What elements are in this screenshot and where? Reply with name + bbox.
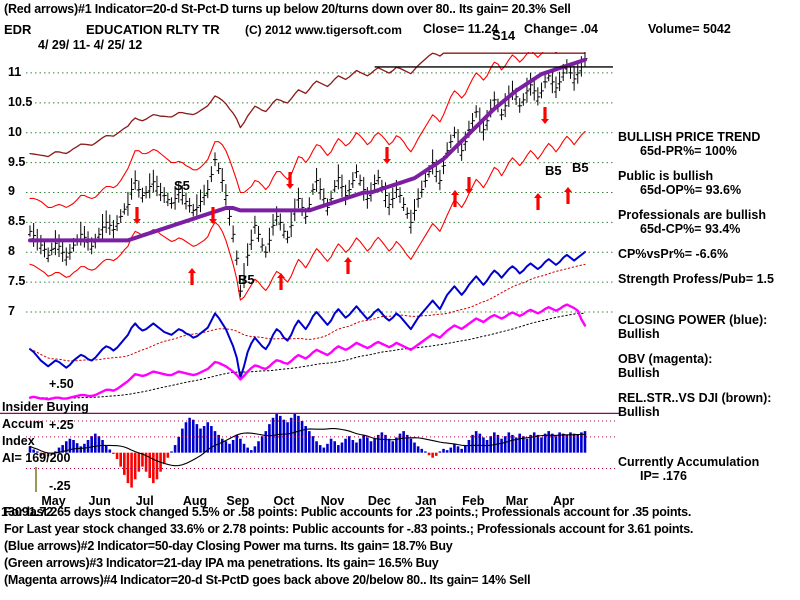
buy-arrow — [451, 190, 459, 207]
buy-arrow — [534, 193, 542, 210]
indicator-status-panel: CLOSING POWER (blue): Bullish OBV (magen… — [618, 313, 800, 419]
sell-arrow — [209, 207, 217, 224]
copyright-notice: (C) 2012 www.tigersoft.com — [245, 23, 402, 37]
cp-vs-pr-value: CP%vsPr%= -6.6% — [618, 247, 729, 261]
price-tick-label: 9.5 — [8, 154, 26, 169]
footer-line-lastyear: For Last year stock changed 33.6% or 2.7… — [4, 522, 694, 536]
price-trend-title: BULLISH PRICE TREND — [618, 130, 761, 144]
month-tick-label: Aug — [182, 494, 208, 508]
strength-ratio: Strength Profess/Pub= 1.5 — [618, 272, 774, 286]
month-tick-label: Nov — [320, 494, 345, 508]
month-tick-label: May — [41, 494, 66, 508]
sell-arrow — [541, 107, 549, 124]
month-tick-label: Sep — [226, 494, 250, 508]
price-change: Change= .04 — [524, 22, 598, 36]
price-tick-label: 7.5 — [8, 274, 26, 289]
price-tick-label: 8.5 — [8, 214, 26, 229]
signal-label: S14 — [492, 28, 516, 43]
signal-label: S5 — [174, 178, 190, 193]
date-range: 4/ 29/ 11- 4/ 25/ 12 — [38, 38, 143, 52]
insider-buying-label: Insider Buying — [2, 400, 89, 414]
indicator-1-headline: (Red arrows)#1 Indicator=20-d St-Pct-D t… — [4, 2, 571, 16]
chart-canvas[interactable] — [0, 52, 620, 492]
signal-label: B5 — [545, 163, 562, 178]
month-tick-label: Mar — [505, 494, 528, 508]
signal-label: B5 — [238, 272, 255, 287]
obv-title: OBV (magenta): — [618, 352, 713, 366]
month-tick-label: Jul — [135, 494, 154, 508]
minus-25-label: -.25 — [49, 479, 71, 493]
professionals-title: Professionals are bullish — [618, 208, 766, 222]
price-tick-label: 7 — [8, 304, 15, 319]
company-name: EDUCATION RLTY TR — [86, 22, 220, 37]
footer-line-265day: For last 265 days stock changed 5.5% or … — [4, 505, 692, 519]
price-tick-label: 11 — [8, 64, 22, 79]
footer-line-indicator-3: (Green arrows)#3 Indicator=21-day IPA ma… — [4, 556, 439, 570]
volume: Volume= 5042 — [648, 22, 731, 36]
dji-overlay-value: 13091.72 — [1, 505, 54, 519]
closing-power-title: CLOSING POWER (blue): — [618, 313, 768, 327]
analysis-side-panel: BULLISH PRICE TREND 65d-PR%= 100% Public… — [618, 130, 800, 286]
signal-label: B5 — [572, 160, 589, 175]
plus-50-label: +.50 — [49, 377, 74, 391]
footer-line-indicator-4: (Magenta arrows)#4 Indicator=20-d St-Pct… — [4, 573, 531, 587]
accum-label: Accum — [2, 417, 44, 431]
sell-arrow — [465, 177, 473, 194]
month-tick-label: Dec — [367, 494, 391, 508]
accumulation-title: Currently Accumulation — [618, 455, 760, 469]
buy-arrow — [344, 257, 352, 274]
public-value: 65d-OP%= 93.6% — [640, 183, 742, 197]
rel-strength-status: Bullish — [618, 405, 660, 419]
accumulation-status-panel: Currently Accumulation IP= .176 — [618, 455, 800, 483]
chart-svg — [0, 52, 620, 492]
month-tick-label: Jun — [88, 494, 111, 508]
price-tick-label: 9 — [8, 184, 15, 199]
ai-value-label: AI= 169/200 — [2, 451, 71, 465]
sell-arrow — [286, 172, 294, 189]
ticker-symbol: EDR — [4, 22, 32, 37]
footer-line-indicator-2: (Blue arrows)#2 Indicator=50-day Closing… — [4, 539, 453, 553]
close-price: Close= 11.24 — [423, 22, 499, 36]
sell-arrow — [133, 207, 141, 224]
closing-power-status: Bullish — [618, 327, 660, 341]
index-label: Index — [2, 434, 35, 448]
price-tick-label: 10 — [8, 124, 22, 139]
plus-25-label: +.25 — [49, 418, 74, 432]
buy-arrow — [564, 187, 572, 204]
professionals-value: 65d-CP%= 93.4% — [640, 222, 741, 236]
public-title: Public is bullish — [618, 169, 714, 183]
price-tick-label: 10.5 — [8, 94, 33, 109]
buy-arrow — [188, 268, 196, 285]
buy-arrow — [277, 273, 285, 290]
month-tick-label: Oct — [273, 494, 295, 508]
price-tick-label: 8 — [8, 244, 15, 259]
ip-value: IP= .176 — [640, 469, 687, 483]
sell-arrow — [383, 147, 391, 164]
month-tick-label: Feb — [462, 494, 485, 508]
month-tick-label: Apr — [552, 494, 575, 508]
obv-status: Bullish — [618, 366, 660, 380]
month-tick-label: Jan — [415, 494, 437, 508]
rel-strength-title: REL.STR..VS DJI (brown): — [618, 391, 772, 405]
price-trend-value: 65d-PR%= 100% — [640, 144, 737, 158]
